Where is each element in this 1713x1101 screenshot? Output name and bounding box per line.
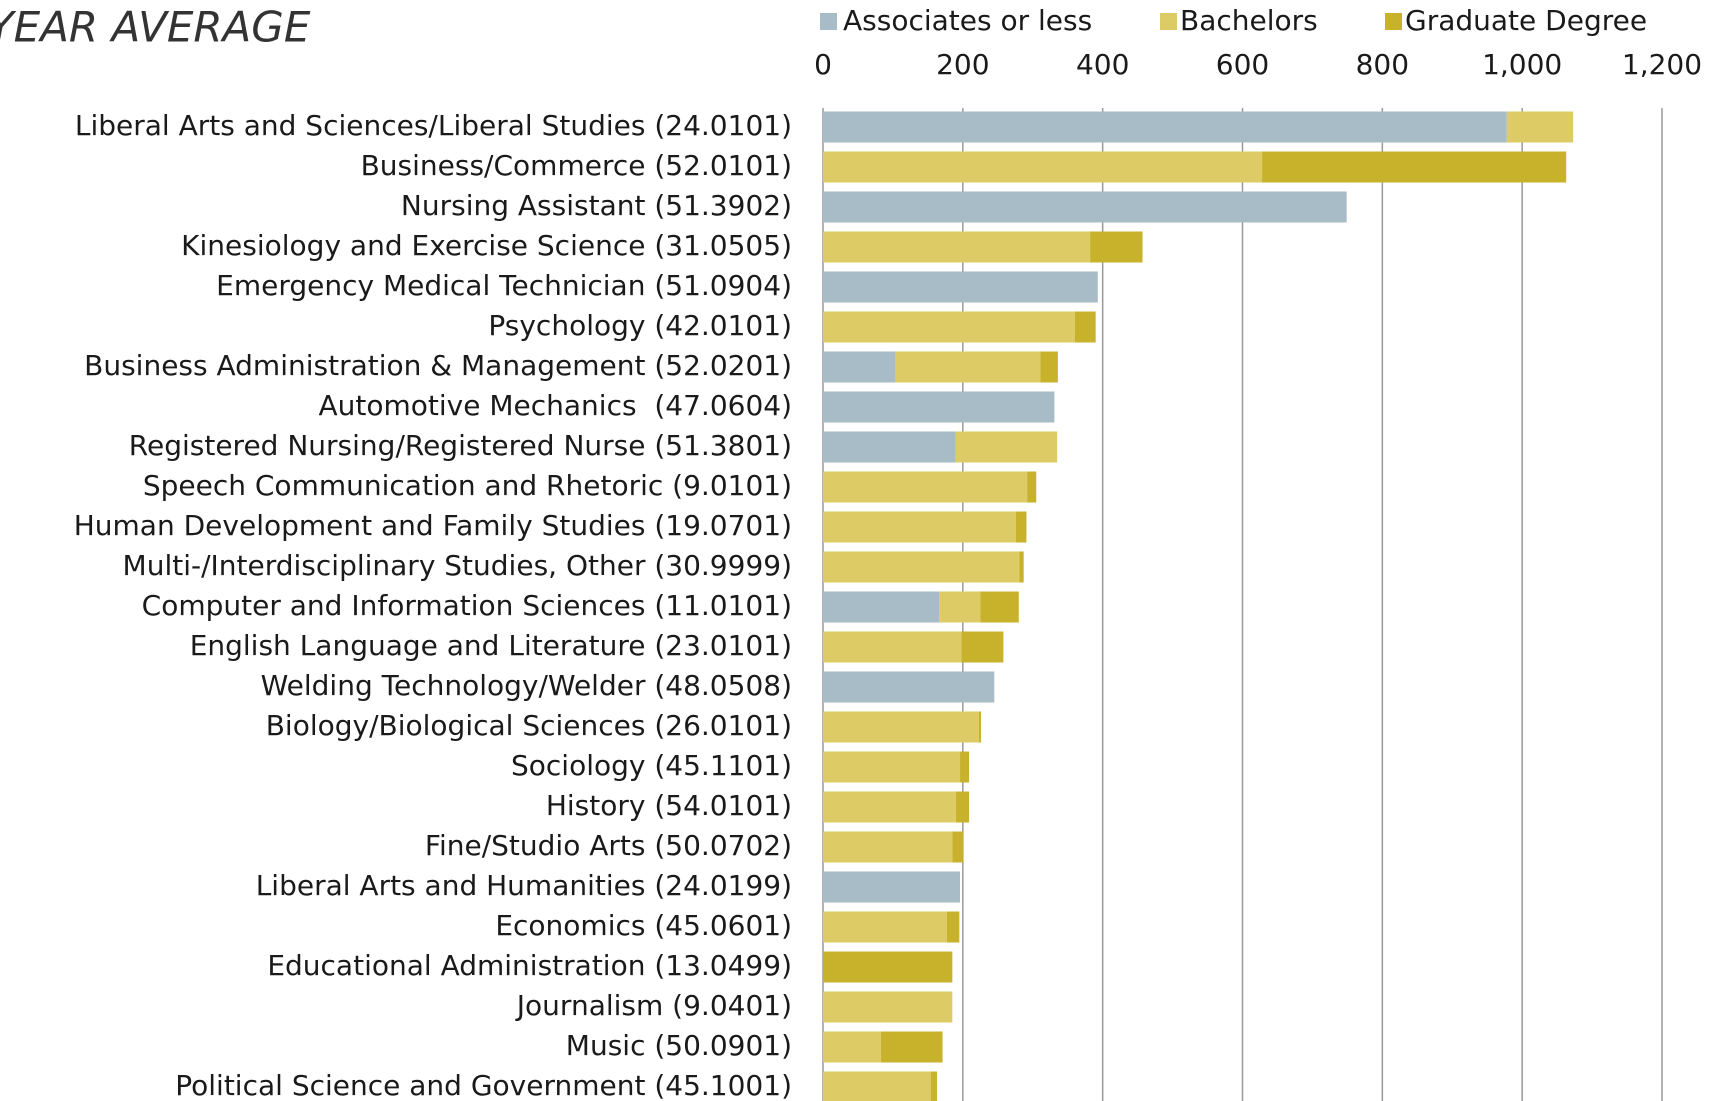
bar-segment <box>1040 351 1058 383</box>
y-tick-label: Journalism (9.0401) <box>515 989 792 1022</box>
y-tick-label: Business Administration & Management (52… <box>84 349 792 382</box>
legend-swatch <box>1160 13 1177 30</box>
y-tick-label: History (54.0101) <box>546 789 792 822</box>
y-tick-label: Welding Technology/Welder (48.0508) <box>261 669 792 702</box>
y-tick-label: Educational Administration (13.0499) <box>267 949 792 982</box>
bar-segment <box>1027 471 1037 503</box>
x-tick-label: 1,200 <box>1622 48 1702 81</box>
x-tick-label: 1,000 <box>1482 48 1562 81</box>
bar-segment <box>1090 231 1143 263</box>
chart-title: YEAR AVERAGE <box>0 3 311 52</box>
legend-label: Bachelors <box>1180 4 1318 37</box>
bar-segment <box>1019 551 1024 583</box>
bar-segment <box>823 511 1016 543</box>
bar-segment <box>823 1031 882 1063</box>
y-tick-label: Political Science and Government (45.100… <box>175 1069 792 1101</box>
y-tick-label: Music (50.0901) <box>566 1029 792 1062</box>
y-tick-label: Nursing Assistant (51.3902) <box>401 189 792 222</box>
y-tick-label: Computer and Information Sciences (11.01… <box>142 589 792 622</box>
legend-swatch <box>1385 13 1402 30</box>
bar-segment <box>823 471 1028 503</box>
legend-label: Graduate Degree <box>1405 4 1647 37</box>
bar-segment <box>823 951 953 983</box>
bar-segment <box>881 1031 943 1063</box>
bar-segment <box>823 151 1263 183</box>
bar-segment <box>1015 511 1027 543</box>
bar-segment <box>823 431 956 463</box>
y-tick-label: Emergency Medical Technician (51.0904) <box>216 269 792 302</box>
bar-segment <box>823 1071 931 1101</box>
y-tick-label: Speech Communication and Rhetoric (9.010… <box>143 469 792 502</box>
y-tick-label: Liberal Arts and Humanities (24.0199) <box>256 869 792 902</box>
bar-segment <box>1074 311 1096 343</box>
bar-segment <box>930 1071 937 1101</box>
y-tick-label: Kinesiology and Exercise Science (31.050… <box>181 229 792 262</box>
bar-segment <box>823 831 953 863</box>
bar-segment <box>952 831 964 863</box>
bar-segment <box>823 591 940 623</box>
y-tick-label: Liberal Arts and Sciences/Liberal Studie… <box>75 109 792 142</box>
bar-segment <box>823 751 961 783</box>
y-tick-label: Automotive Mechanics (47.0604) <box>319 389 793 422</box>
bar-segment <box>823 991 953 1023</box>
x-tick-label: 200 <box>936 48 989 81</box>
x-tick-label: 400 <box>1076 48 1129 81</box>
bar-segment <box>823 551 1020 583</box>
bar-segment <box>961 631 1004 663</box>
bar-segment <box>823 791 956 823</box>
x-tick-label: 800 <box>1356 48 1409 81</box>
y-tick-label: Sociology (45.1101) <box>511 749 792 782</box>
bar-segment <box>823 911 947 943</box>
legend-label: Associates or less <box>843 4 1092 37</box>
bar-segment <box>955 431 1058 463</box>
bar-segment <box>1262 151 1567 183</box>
y-tick-label: English Language and Literature (23.0101… <box>190 629 792 662</box>
bar-segment <box>980 591 1019 623</box>
bar-segment <box>823 711 979 743</box>
bar-segment <box>1506 111 1574 143</box>
bar-segment <box>823 391 1055 423</box>
bar-segment <box>955 791 970 823</box>
bar-segment <box>823 191 1347 223</box>
y-tick-label: Registered Nursing/Registered Nurse (51.… <box>129 429 792 462</box>
bar-segment <box>823 631 962 663</box>
y-tick-label: Business/Commerce (52.0101) <box>361 149 792 182</box>
bar-segment <box>823 671 995 703</box>
bar-segment <box>823 271 1098 303</box>
y-tick-label: Biology/Biological Sciences (26.0101) <box>266 709 792 742</box>
bar-segment <box>960 751 970 783</box>
bar-segment <box>823 111 1507 143</box>
y-tick-label: Human Development and Family Studies (19… <box>74 509 792 542</box>
x-tick-label: 600 <box>1216 48 1269 81</box>
bar-segment <box>895 351 1041 383</box>
y-tick-label: Fine/Studio Arts (50.0702) <box>425 829 792 862</box>
y-tick-label: Psychology (42.0101) <box>488 309 792 342</box>
bar-segment <box>823 231 1091 263</box>
bar-segment <box>939 591 981 623</box>
y-tick-label: Economics (45.0601) <box>495 909 792 942</box>
bar-segment <box>946 911 960 943</box>
bar-segment <box>978 711 982 743</box>
x-tick-label: 0 <box>814 48 832 81</box>
bar-segment <box>823 311 1075 343</box>
bar-segment <box>823 351 896 383</box>
y-tick-label: Multi-/Interdisciplinary Studies, Other … <box>123 549 792 582</box>
legend-swatch <box>820 13 837 30</box>
bar-segment <box>823 871 961 903</box>
